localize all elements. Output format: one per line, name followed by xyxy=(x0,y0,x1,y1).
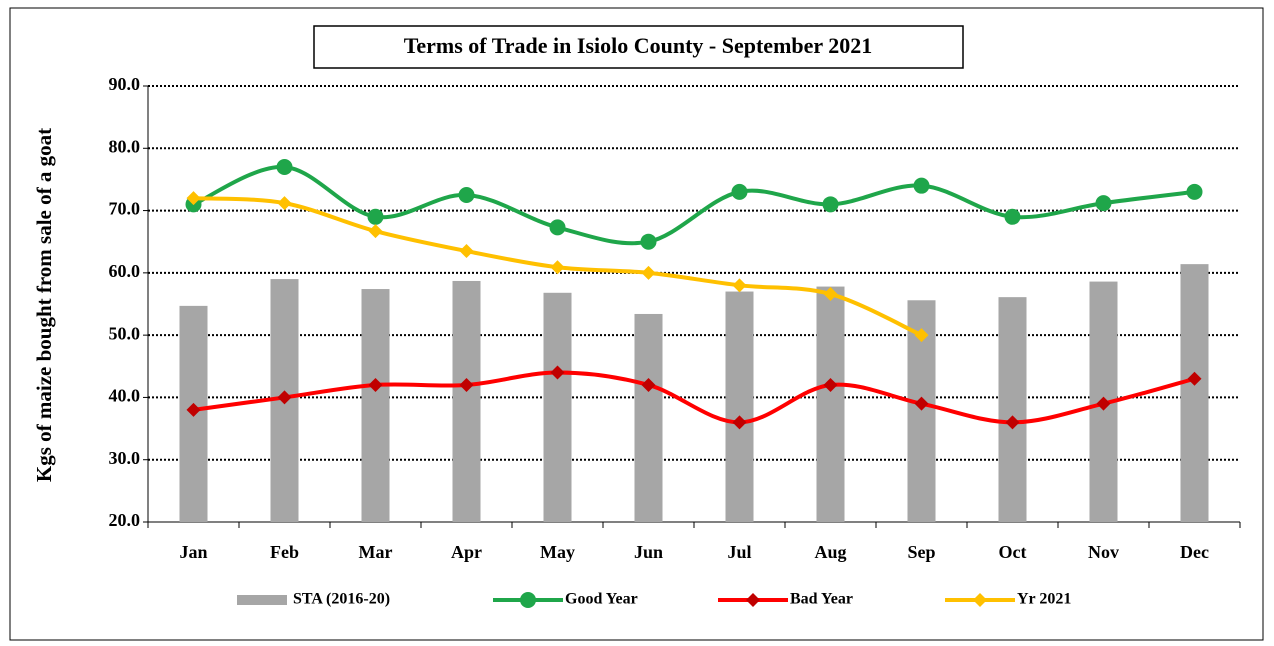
point xyxy=(823,287,838,302)
legend-swatch xyxy=(237,595,287,605)
legend-marker xyxy=(973,593,987,607)
point xyxy=(368,224,383,239)
bar xyxy=(543,292,572,522)
y-tick-label: 60.0 xyxy=(109,261,141,281)
bar xyxy=(725,291,754,522)
point xyxy=(1186,183,1203,200)
point xyxy=(1187,371,1202,386)
point xyxy=(459,244,474,259)
point xyxy=(732,415,747,430)
point xyxy=(550,260,565,275)
legend-label: STA (2016-20) xyxy=(293,591,390,608)
point xyxy=(732,278,747,293)
bar xyxy=(452,280,481,522)
title-box xyxy=(313,25,964,69)
x-tick-label: Dec xyxy=(1180,542,1209,562)
point xyxy=(641,265,656,280)
x-tick-label: Oct xyxy=(999,542,1027,562)
point xyxy=(277,196,292,211)
point xyxy=(1096,396,1111,411)
x-tick-label: May xyxy=(540,542,575,562)
y-tick-label: 90.0 xyxy=(109,74,141,94)
y-tick-label: 30.0 xyxy=(109,448,141,468)
x-tick-label: Mar xyxy=(359,542,393,562)
x-tick-label: Aug xyxy=(814,542,846,562)
x-tick-label: Jan xyxy=(179,542,207,562)
bar xyxy=(816,286,845,522)
chart-title: Terms of Trade in Isiolo County - Septem… xyxy=(404,33,873,58)
y-tick-label: 40.0 xyxy=(109,386,141,406)
bar xyxy=(361,289,390,522)
x-tick-label: Sep xyxy=(907,542,935,562)
legend-label: Good Year xyxy=(565,591,638,608)
point xyxy=(1095,195,1112,212)
point xyxy=(186,191,201,206)
point xyxy=(640,233,657,250)
legend-label: Bad Year xyxy=(790,591,853,608)
point xyxy=(641,377,656,392)
point xyxy=(822,196,839,213)
x-tick-label: Jun xyxy=(634,542,663,562)
bar xyxy=(634,313,663,522)
y-axis-label: Kgs of maize bought from sale of a goat xyxy=(32,128,56,482)
bar xyxy=(998,297,1027,522)
point xyxy=(459,377,474,392)
point xyxy=(914,396,929,411)
x-tick-label: Jul xyxy=(727,542,751,562)
legend-marker xyxy=(520,592,536,608)
point xyxy=(913,177,930,194)
point xyxy=(823,377,838,392)
y-tick-label: 80.0 xyxy=(109,136,141,156)
y-tick-label: 50.0 xyxy=(109,323,141,343)
point xyxy=(277,390,292,405)
y-tick-label: 70.0 xyxy=(109,199,141,219)
bar xyxy=(1180,264,1209,522)
point xyxy=(186,402,201,417)
x-tick-label: Nov xyxy=(1088,542,1119,562)
x-tick-label: Feb xyxy=(270,542,299,562)
point xyxy=(367,208,384,225)
x-tick-label: Apr xyxy=(451,542,482,562)
point xyxy=(550,365,565,380)
point xyxy=(458,187,475,203)
y-tick-label: 20.0 xyxy=(109,510,141,530)
point xyxy=(549,219,566,236)
point xyxy=(1004,208,1021,225)
point xyxy=(1005,415,1020,430)
legend-marker xyxy=(746,593,760,607)
legend-label: Yr 2021 xyxy=(1017,591,1071,608)
point xyxy=(276,158,293,175)
point xyxy=(368,377,383,392)
point xyxy=(914,328,929,343)
point xyxy=(731,183,748,200)
